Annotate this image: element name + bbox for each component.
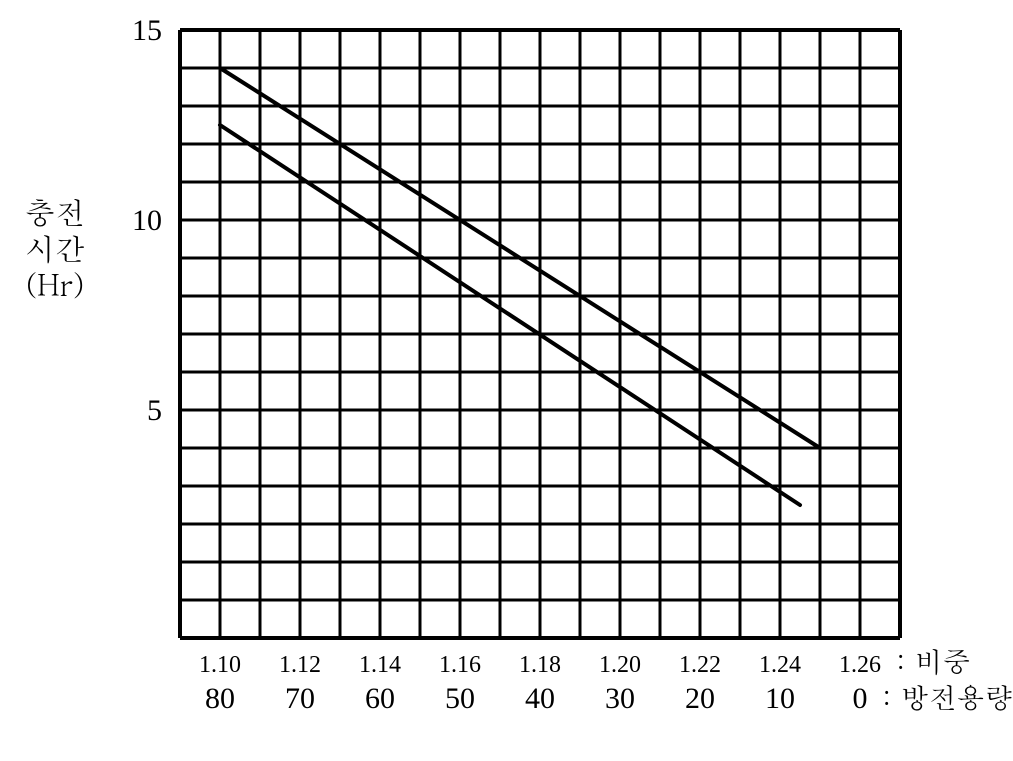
x-tick-gravity: 1.24 [759,652,801,678]
x-tick-gravity: 1.20 [599,652,641,678]
x-tick-gravity: 1.16 [439,652,481,678]
x-tick-discharge: 20 [685,682,715,715]
x-tick-gravity: 1.18 [519,652,561,678]
x-axis-discharge-suffix: : 방전용량(%) [882,676,1013,716]
x-tick-gravity: 1.26 [839,652,881,678]
chart-svg: 5 10 15 충전시간(Hr) 1.10 1.12 1.14 1.16 1.18 1.20 1.2… [0,0,1013,761]
x-tick-discharge: 70 [285,682,315,715]
x-tick-discharge: 40 [525,682,555,715]
x-tick-gravity: 1.10 [199,652,241,678]
x-tick-gravity: 1.14 [359,652,401,678]
y-tick-label: 15 [132,14,162,47]
y-tick-label: 10 [132,204,162,237]
x-tick-discharge: 50 [445,682,475,715]
x-tick-gravity: 1.22 [679,652,721,678]
x-tick-discharge: 80 [205,682,235,715]
x-tick-gravity: 1.12 [279,652,321,678]
x-tick-discharge: 60 [365,682,395,715]
x-tick-discharge: 0 [853,682,868,715]
x-tick-discharge: 30 [605,682,635,715]
y-tick-label: 5 [147,394,162,427]
x-axis-gravity-suffix: : 비중 [896,640,971,680]
chart-container: 5 10 15 충전시간(Hr) 1.10 1.12 1.14 1.16 1.18 1.20 1.2… [0,0,1013,761]
y-axis-label: 충전시간(Hr) [25,191,85,305]
x-tick-discharge: 10 [765,682,795,715]
